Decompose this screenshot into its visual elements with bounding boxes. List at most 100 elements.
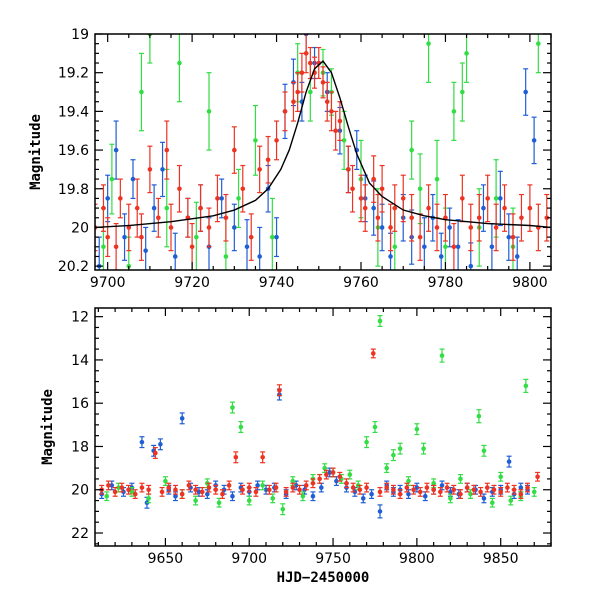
bottom-point [337, 471, 343, 482]
data-point [232, 147, 237, 153]
data-point [206, 225, 212, 230]
top-point [214, 174, 220, 223]
top-point [126, 203, 132, 252]
bottom-point [491, 484, 497, 495]
bottom-point [444, 482, 450, 493]
bottom-point [300, 491, 306, 502]
data-point [189, 244, 195, 250]
bottom-point [193, 495, 199, 506]
data-point [147, 167, 153, 172]
top-point [303, 34, 309, 74]
data-point [498, 489, 504, 495]
data-point [471, 487, 477, 493]
bottom-point [206, 482, 212, 493]
top-point [185, 197, 191, 238]
data-point [230, 405, 235, 410]
top-point [506, 213, 512, 261]
bottom-point [229, 401, 235, 414]
bottom-point [377, 314, 383, 327]
data-point [223, 215, 229, 221]
top-point [510, 213, 516, 261]
top-point [535, 203, 541, 252]
y-tick-label: 16 [71, 396, 89, 412]
bottom-point [132, 489, 138, 499]
bottom-point [364, 436, 370, 449]
top-point [417, 213, 423, 261]
data-point [369, 491, 374, 497]
data-point [233, 454, 239, 460]
data-point [280, 506, 286, 512]
data-point [478, 489, 483, 495]
data-point [260, 454, 265, 460]
bottom-point [303, 480, 309, 491]
data-point [447, 225, 452, 230]
data-point [384, 465, 390, 471]
top-point [240, 164, 246, 213]
data-point [283, 489, 289, 495]
top-point [324, 81, 330, 122]
data-point [489, 244, 495, 250]
data-point [113, 244, 119, 250]
top-point [176, 164, 182, 213]
bottom-point [290, 482, 296, 493]
data-point [257, 167, 262, 172]
data-point [536, 41, 541, 46]
data-point [417, 234, 423, 240]
bottom-point [162, 476, 168, 487]
bottom-series-red-band [99, 348, 541, 499]
data-point [438, 254, 444, 259]
bottom-point [411, 484, 417, 495]
bottom-panel-ticks [95, 308, 552, 546]
bottom-point [152, 446, 158, 459]
data-point [417, 489, 423, 495]
top-point [168, 203, 174, 252]
data-point [327, 470, 333, 475]
data-point [274, 138, 279, 143]
data-point [244, 244, 250, 250]
bottom-point [364, 482, 370, 493]
top-point [518, 193, 524, 242]
bottom-point [498, 486, 504, 497]
data-point [458, 491, 463, 497]
top-point [122, 213, 128, 261]
top-point [138, 213, 144, 261]
bottom-panel-frame [94, 307, 552, 547]
top-point [523, 68, 529, 116]
top-point [350, 164, 356, 213]
data-point [357, 487, 363, 493]
data-point [468, 263, 474, 269]
data-point [511, 487, 517, 493]
data-point [303, 483, 309, 488]
data-point [371, 176, 376, 182]
data-point [172, 254, 178, 259]
top-panel-frame [94, 33, 552, 271]
data-point [535, 474, 540, 480]
bottom-point [468, 489, 474, 499]
bottom-point [119, 482, 125, 493]
bottom-point [297, 484, 303, 495]
top-point [459, 174, 465, 223]
x-tick-label: 9750 [315, 551, 351, 567]
top-point [362, 184, 368, 232]
bottom-point [414, 423, 420, 436]
bottom-point [390, 484, 396, 495]
top-point [468, 203, 474, 252]
data-point [506, 234, 512, 240]
data-point [112, 489, 118, 495]
top-point [438, 232, 444, 270]
top-point [282, 91, 288, 132]
data-point [248, 234, 254, 240]
top-point [400, 174, 406, 223]
bottom-point [105, 480, 111, 491]
data-point [362, 205, 368, 211]
data-point [527, 205, 533, 211]
data-point [109, 483, 115, 488]
data-point [113, 147, 119, 153]
data-point [476, 215, 482, 221]
bottom-point [139, 436, 145, 449]
bottom-point [310, 491, 316, 502]
bottom-point [229, 491, 235, 502]
top-point [337, 101, 343, 141]
top-point [143, 226, 149, 270]
